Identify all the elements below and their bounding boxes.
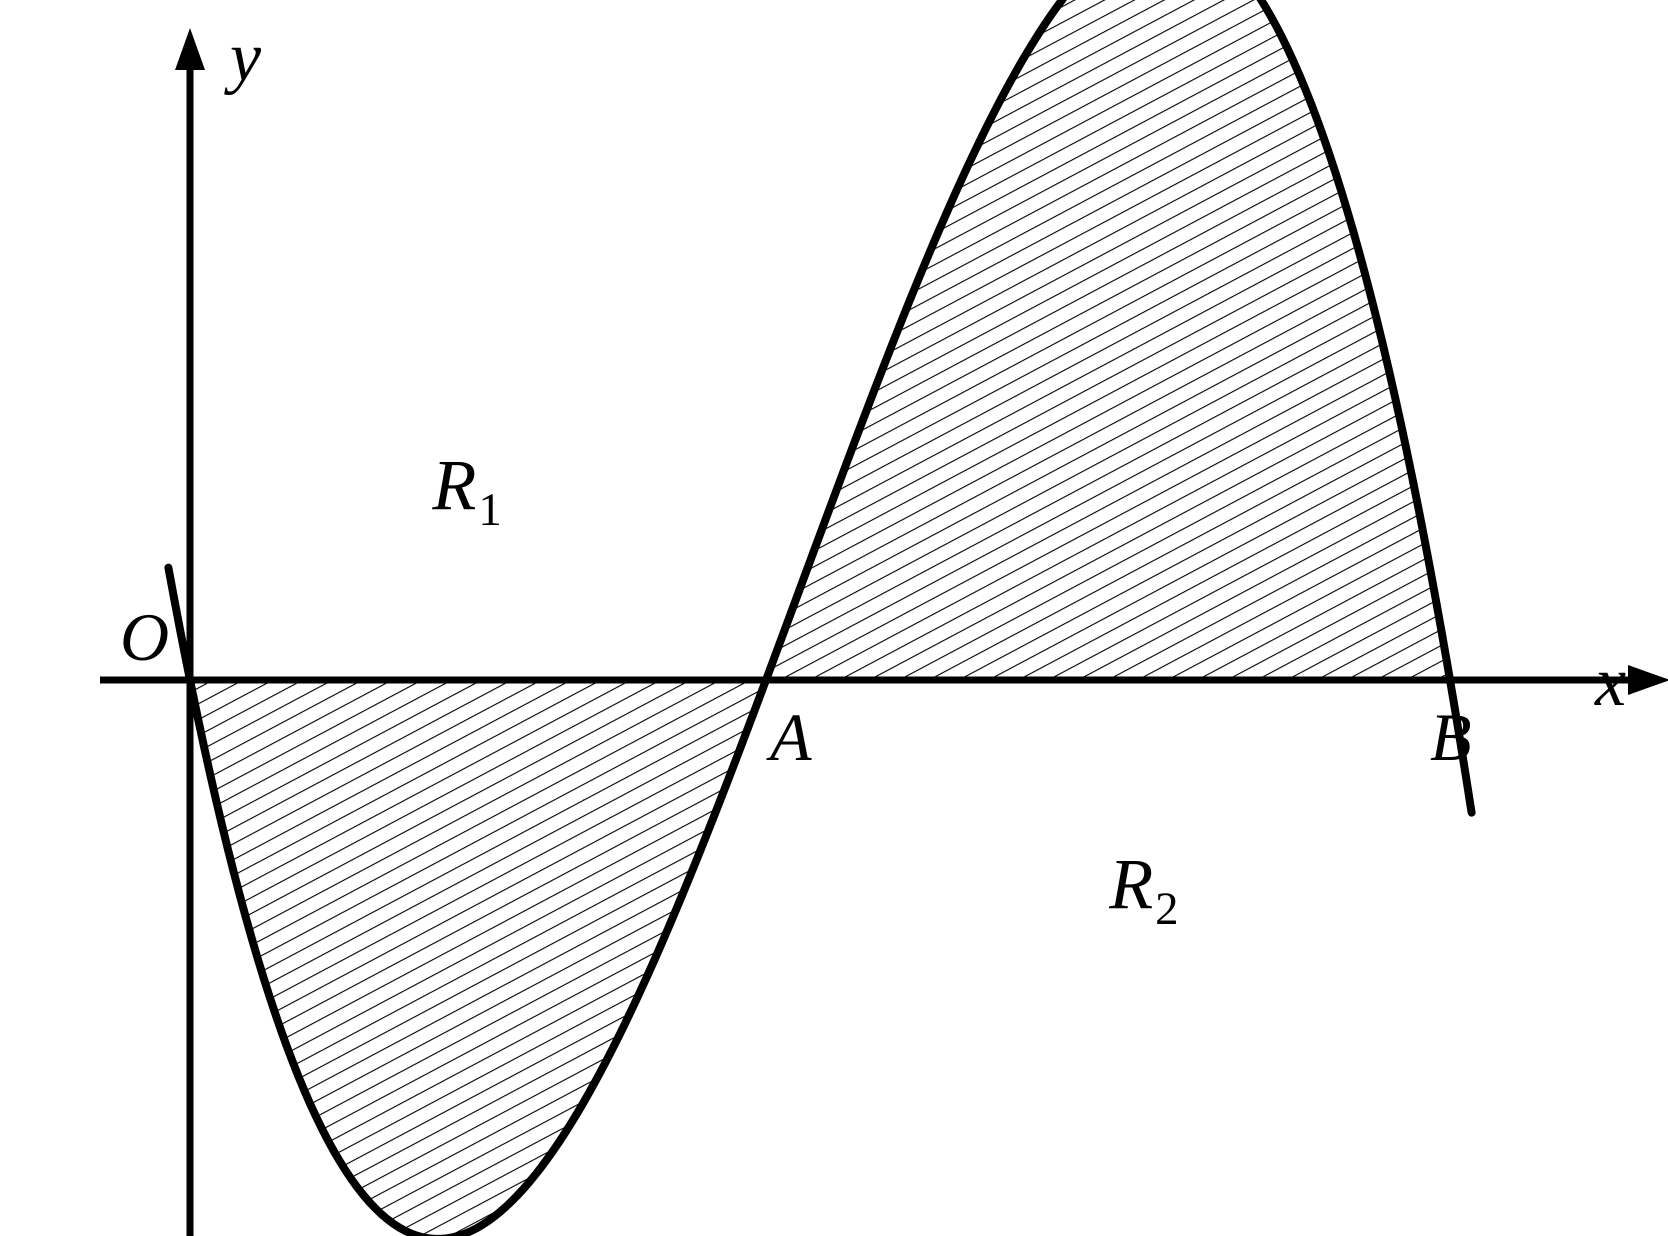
math-diagram: R1R2OAByx bbox=[0, 0, 1668, 1236]
axis-label-y: y bbox=[224, 19, 262, 96]
region-R2 bbox=[766, 0, 1450, 680]
shaded-regions bbox=[190, 0, 1450, 1236]
axis-label-x: x bbox=[1594, 644, 1626, 721]
point-label-O: O bbox=[120, 599, 169, 675]
point-label-B: B bbox=[1430, 699, 1472, 775]
region-R1 bbox=[190, 680, 766, 1236]
point-label-A: A bbox=[766, 699, 812, 775]
